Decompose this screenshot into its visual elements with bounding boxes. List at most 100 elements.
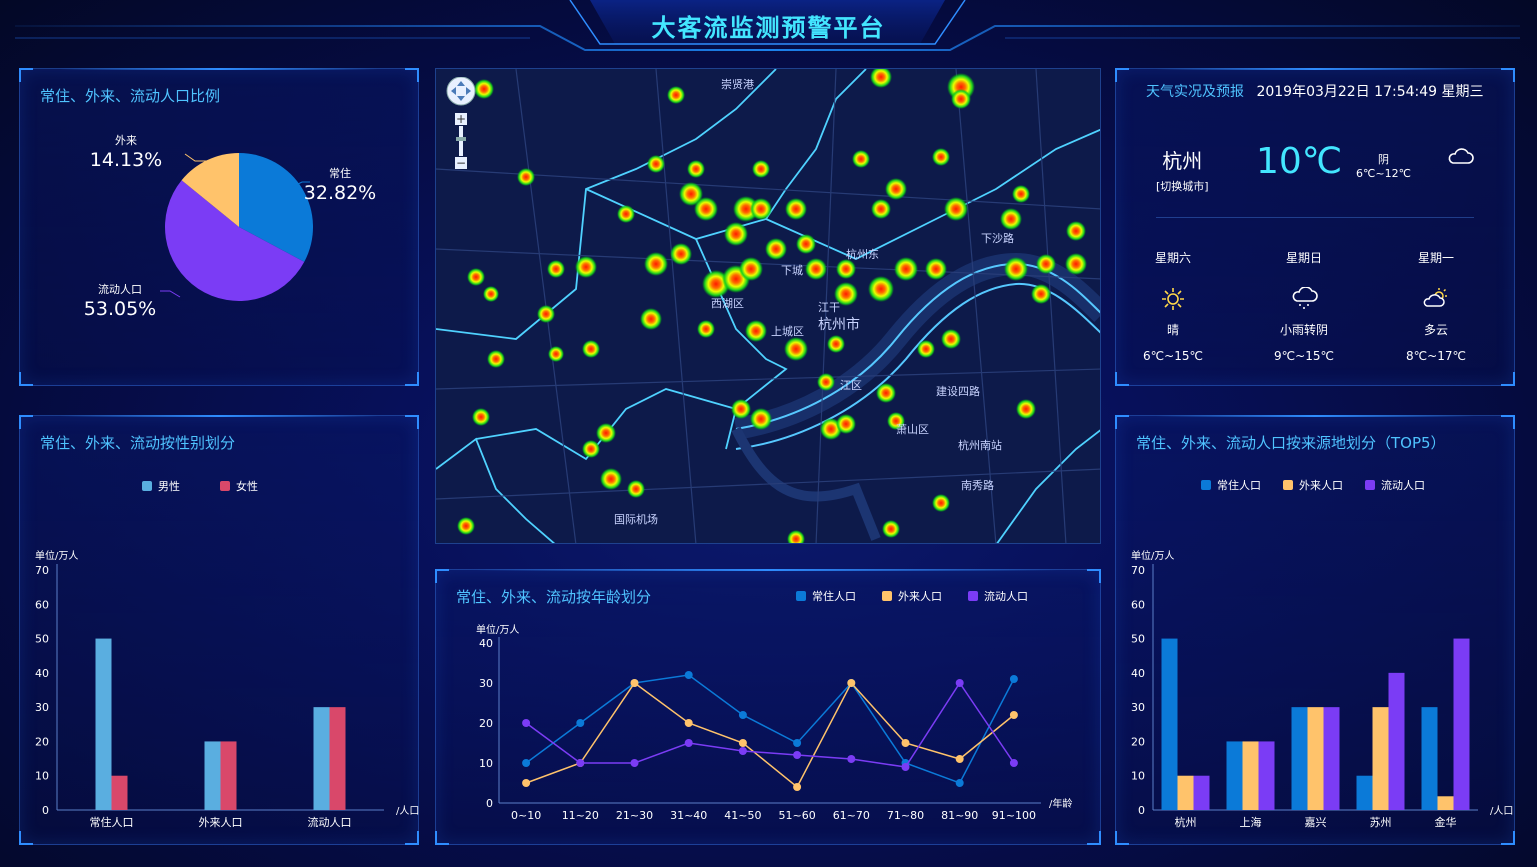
bar <box>95 638 112 810</box>
y-tick-label: 10 <box>35 770 49 783</box>
bar <box>1177 775 1194 810</box>
x-tick-label: 杭州 <box>1175 815 1197 829</box>
origin-legend: 常住人口 外来人口 流动人口 <box>1201 477 1425 493</box>
heat-spot <box>644 252 668 276</box>
heat-spot <box>487 350 505 368</box>
y-unit-label: 单位/万人 <box>1131 551 1175 562</box>
heat-spot <box>1066 221 1086 241</box>
x-tick-label: 31~40 <box>670 809 707 822</box>
data-point <box>738 711 747 719</box>
data-point <box>684 739 693 747</box>
heat-spot <box>868 276 894 302</box>
legend-item-external[interactable]: 外来人口 <box>1283 477 1343 493</box>
y-tick-label: 50 <box>35 633 49 646</box>
heat-spot <box>836 414 856 434</box>
bar <box>1193 775 1210 810</box>
pie-value-floating: 53.05% <box>84 298 156 320</box>
heat-spot <box>679 182 703 206</box>
divider <box>1156 217 1474 218</box>
heat-spot <box>694 197 718 221</box>
panel-title: 常住、外来、流动人口按来源地划分（TOP5） <box>1136 434 1446 452</box>
heat-spot <box>805 258 827 280</box>
legend-item-external[interactable]: 外来人口 <box>882 588 942 604</box>
legend-item-floating[interactable]: 流动人口 <box>1365 477 1425 493</box>
rain-cloud-icon <box>1259 277 1349 321</box>
data-point <box>847 679 856 687</box>
heat-spot <box>548 346 564 362</box>
data-point <box>576 759 585 767</box>
data-point <box>955 779 964 787</box>
data-point <box>901 739 910 747</box>
series-line <box>525 674 1015 784</box>
bar <box>1307 707 1324 810</box>
bar <box>1161 638 1178 810</box>
bar <box>1258 741 1275 810</box>
x-tick-label: 上海 <box>1240 815 1262 829</box>
y-tick-label: 0 <box>1138 804 1145 817</box>
y-tick-label: 70 <box>35 564 49 577</box>
svg-text:−: − <box>456 156 466 170</box>
y-unit-label: 单位/万人 <box>35 551 79 562</box>
y-tick-label: 30 <box>35 701 49 714</box>
x-tick-label: 金华 <box>1435 815 1457 829</box>
heat-spot <box>617 205 635 223</box>
pie-label-floating: 流动人口 <box>98 282 142 296</box>
heat-spot <box>483 286 499 302</box>
heatmap[interactable]: 崇贤港 杭州东 下城 西湖区 江干 杭州市 上城区 江区 萧山区 杭州南站 南秀… <box>436 69 1101 544</box>
origin-panel: 常住、外来、流动人口按来源地划分（TOP5） 常住人口 外来人口 流动人口 单位… <box>1115 415 1515 845</box>
heat-spot <box>739 257 763 281</box>
data-point <box>738 747 747 755</box>
forecast-day: 星期六 晴 6℃~15℃ <box>1128 249 1218 363</box>
weather-datetime: 2019年03月22日 17:54:49 星期三 <box>1256 84 1484 100</box>
map-label: 南秀路 <box>961 479 994 492</box>
data-point <box>1009 759 1018 767</box>
bar <box>1226 741 1243 810</box>
heat-spot <box>687 160 705 178</box>
heat-spot <box>1000 208 1022 230</box>
heat-spot <box>834 282 858 306</box>
data-point <box>793 783 802 791</box>
heat-spot <box>474 79 494 99</box>
legend-item-resident[interactable]: 常住人口 <box>1201 477 1261 493</box>
legend-item-female[interactable]: 女性 <box>220 478 258 494</box>
pan-control[interactable] <box>446 76 476 106</box>
legend-item-male[interactable]: 男性 <box>142 478 180 494</box>
y-tick-label: 40 <box>1131 667 1145 680</box>
map-label: 江区 <box>840 379 862 392</box>
zoom-in-button[interactable] <box>455 113 467 125</box>
heat-spot <box>871 199 891 219</box>
heat-spot <box>750 198 772 220</box>
current-temperature: 10℃ <box>1256 141 1343 182</box>
data-point <box>576 719 585 727</box>
bar <box>329 707 346 810</box>
data-point <box>955 679 964 687</box>
heat-spot <box>941 329 961 349</box>
heat-spot <box>852 150 870 168</box>
x-tick-label: 11~20 <box>562 809 599 822</box>
heat-spot <box>517 168 535 186</box>
map-label: 下城 <box>781 264 803 277</box>
data-point <box>522 719 531 727</box>
heat-spot <box>887 412 905 430</box>
current-condition: 阴 6℃~12℃ <box>1356 153 1411 180</box>
panel-title: 常住、外来、流动人口比例 <box>40 87 221 105</box>
zoom-out-button[interactable] <box>455 157 467 169</box>
heat-spot <box>575 256 597 278</box>
x-unit-label: /人口 <box>396 805 419 817</box>
y-unit-label: 单位/万人 <box>476 625 520 636</box>
switch-city-link[interactable]: [切换城市] <box>1156 180 1209 193</box>
heat-spot <box>600 468 622 490</box>
x-tick-label: 61~70 <box>833 809 870 822</box>
gender-legend: 男性 女性 <box>142 478 258 494</box>
data-point <box>955 755 964 763</box>
bar <box>313 707 330 810</box>
legend-item-floating[interactable]: 流动人口 <box>968 588 1028 604</box>
origin-bar-chart: 0 10 20 30 40 50 60 70 杭州 上海 嘉兴 苏州 金华/人口 <box>1131 564 1513 829</box>
map-controls: + − <box>444 76 476 181</box>
forecast-day: 星期日 小雨转阴 9℃~15℃ <box>1259 249 1349 363</box>
bar <box>1323 707 1340 810</box>
x-unit-label: /人口 <box>1490 805 1513 817</box>
legend-item-resident[interactable]: 常住人口 <box>796 588 856 604</box>
x-unit-label: /年龄 <box>1049 797 1072 810</box>
map-label: 江干 <box>818 301 840 314</box>
